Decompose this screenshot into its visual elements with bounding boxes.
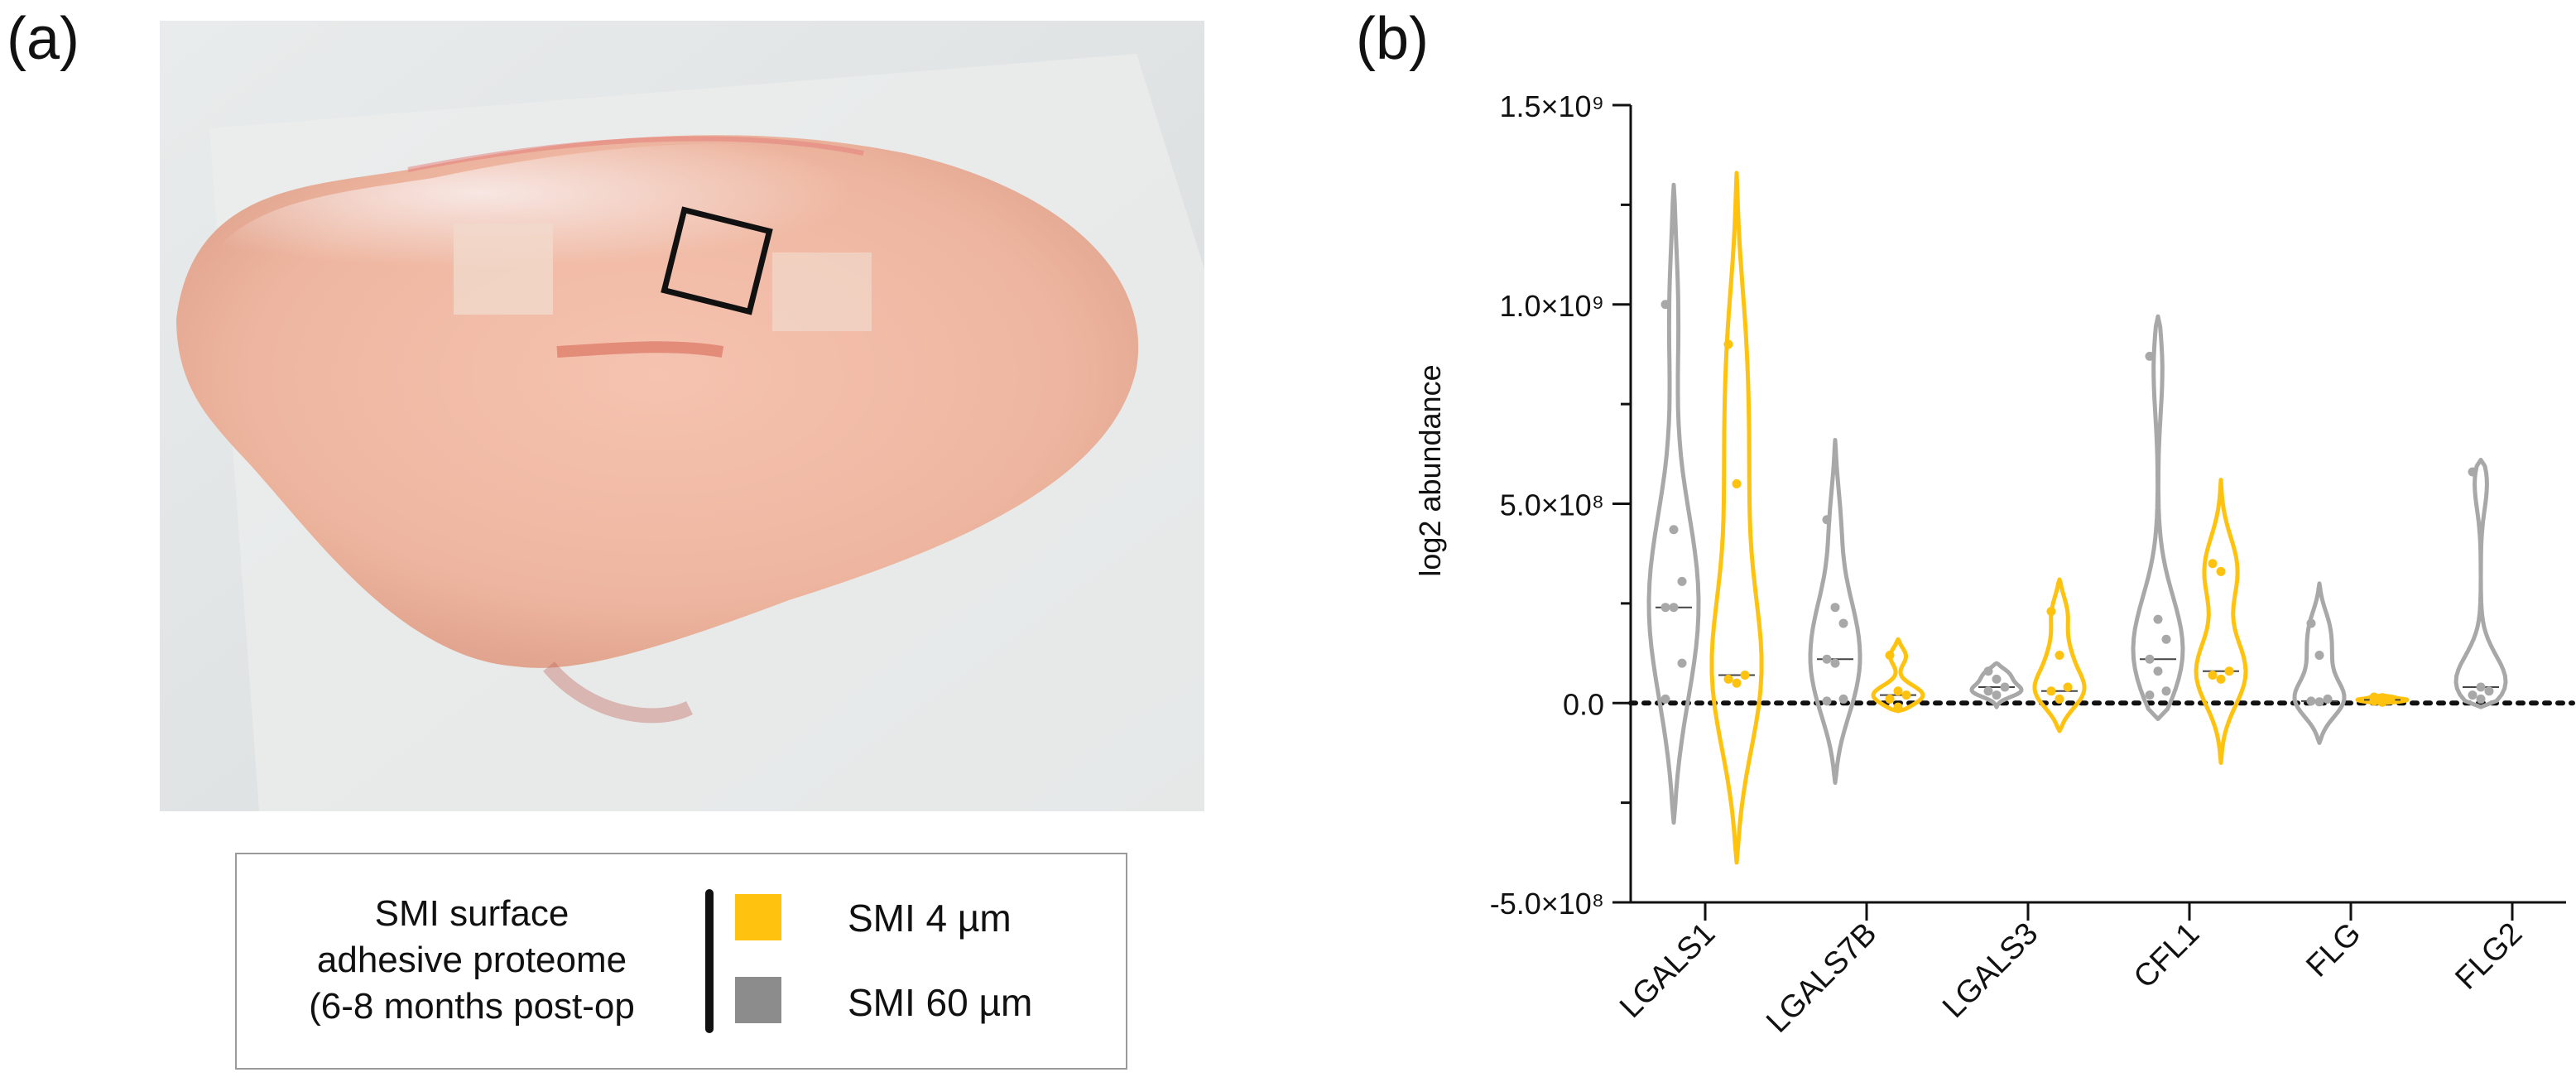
- violin-lgals3-4um: [2032, 577, 2087, 733]
- data-point-lgals1-4um: [1740, 671, 1750, 680]
- data-point-flg-4um: [2386, 695, 2396, 705]
- violin-chart: 1.5×10⁹ 1.0×10⁹ 5.0×10⁸ 0.0 -5.0×10⁸ log2 abu…: [1413, 89, 2575, 1040]
- data-point-cfl1-60um: [2145, 351, 2155, 361]
- violin-lgals1-60um: [1646, 182, 1701, 825]
- data-point-cfl1-4um: [2216, 674, 2226, 684]
- legend-bracket: [705, 889, 714, 1033]
- data-point-cfl1-60um: [2161, 634, 2171, 644]
- data-point-flg2-60um: [2468, 467, 2477, 477]
- data-point-lgals1-60um: [1660, 694, 1670, 704]
- data-point-flg2-60um: [2476, 682, 2486, 692]
- data-point-cfl1-60um: [2145, 690, 2155, 700]
- data-point-lgals7b-4um: [1885, 650, 1895, 660]
- x-tick-label-lgals1: LGALS1: [1613, 916, 1722, 1025]
- data-point-lgals1-60um: [1677, 576, 1687, 586]
- y-tick-label: 5.0×10⁸: [1500, 488, 1604, 522]
- data-point-flg-4um: [2377, 697, 2387, 707]
- data-point-lgals1-60um: [1669, 525, 1679, 535]
- data-point-flg-4um: [2369, 696, 2379, 706]
- data-point-lgals1-60um: [1669, 603, 1679, 613]
- data-point-cfl1-4um: [2224, 666, 2234, 676]
- data-point-flg2-60um: [2476, 694, 2486, 704]
- specimen-photo: [160, 21, 1204, 811]
- data-point-lgals7b-4um: [1885, 694, 1895, 704]
- data-point-lgals3-60um: [1992, 674, 2002, 684]
- data-point-lgals3-4um: [2046, 686, 2056, 696]
- data-point-lgals3-4um: [2055, 694, 2064, 704]
- y-tick-label: 1.0×10⁹: [1499, 289, 1604, 323]
- legend-label-smi-4um: SMI 4 µm: [848, 897, 1012, 940]
- data-point-lgals7b-60um: [1830, 658, 1840, 668]
- data-point-lgals3-60um: [2000, 682, 2010, 692]
- data-point-lgals1-4um: [1732, 678, 1742, 688]
- data-point-cfl1-4um: [2208, 559, 2218, 569]
- data-point-lgals7b-60um: [1822, 696, 1832, 706]
- violin-lgals1-4um: [1709, 171, 1764, 865]
- data-point-cfl1-60um: [2161, 686, 2171, 696]
- x-tick-label-flg: FLG: [2300, 916, 2367, 984]
- y-tick-label: 0.0: [1563, 687, 1604, 721]
- data-point-lgals7b-4um: [1893, 686, 1903, 696]
- data-point-cfl1-4um: [2208, 671, 2218, 680]
- data-point-lgals7b-60um: [1838, 618, 1848, 628]
- data-point-flg-60um: [2306, 618, 2316, 628]
- legend-title-line-2: adhesive proteome: [316, 940, 627, 980]
- violin-cfl1-4um: [2194, 478, 2248, 765]
- data-point-lgals7b-60um: [1822, 654, 1832, 664]
- violin-cfl1-60um: [2131, 314, 2185, 721]
- data-point-lgals1-4um: [1723, 339, 1733, 349]
- violin-lgals3-60um: [1969, 661, 2024, 709]
- data-point-lgals1-4um: [1723, 674, 1733, 684]
- x-tick-label-lgals3: LGALS3: [1936, 916, 2045, 1025]
- x-tick-label-lgals7b: LGALS7B: [1760, 916, 1883, 1040]
- data-point-cfl1-4um: [2216, 566, 2226, 576]
- region-box: [661, 206, 773, 315]
- panel-label-a: (a): [7, 6, 79, 72]
- legend-title-line-3: (6-8 months post-op: [309, 986, 635, 1027]
- y-tick-label: 1.5×10⁹: [1499, 89, 1604, 123]
- violin-lgals7b-60um: [1808, 438, 1862, 785]
- data-point-lgals7b-4um: [1893, 702, 1903, 712]
- violin-flg2-60um: [2453, 458, 2508, 709]
- data-point-lgals7b-60um: [1830, 603, 1840, 613]
- violin-flg-60um: [2292, 581, 2347, 745]
- data-point-flg2-60um: [2484, 686, 2494, 696]
- data-point-lgals3-4um: [2063, 682, 2073, 692]
- data-point-lgals1-4um: [1732, 478, 1742, 488]
- data-point-lgals1-60um: [1660, 603, 1670, 613]
- y-tick-label: -5.0×10⁸: [1490, 887, 1604, 921]
- data-point-lgals3-60um: [1992, 690, 2002, 700]
- data-point-flg2-60um: [2468, 690, 2477, 700]
- data-point-lgals1-60um: [1660, 300, 1670, 310]
- data-point-lgals7b-60um: [1822, 515, 1832, 525]
- data-point-lgals1-60um: [1677, 658, 1687, 668]
- legend-box: SMI surface adhesive proteome (6-8 month…: [235, 853, 1127, 1070]
- y-axis-label: log2 abundance: [1413, 364, 1447, 576]
- data-point-lgals3-60um: [1983, 686, 1993, 696]
- data-point-lgals3-4um: [2055, 650, 2064, 660]
- data-point-lgals3-60um: [1983, 666, 1993, 676]
- data-point-lgals3-4um: [2046, 607, 2056, 617]
- violin-lgals7b-4um: [1871, 637, 1925, 714]
- legend-title-line-1: SMI surface: [374, 893, 570, 934]
- data-point-cfl1-60um: [2153, 666, 2163, 676]
- legend-label-smi-60um: SMI 60 µm: [848, 981, 1033, 1024]
- data-point-lgals7b-4um: [1901, 690, 1911, 700]
- legend-swatch-smi-4um: [735, 894, 781, 940]
- data-point-cfl1-60um: [2145, 654, 2155, 664]
- data-point-flg-60um: [2323, 694, 2333, 704]
- data-point-flg-60um: [2314, 697, 2324, 707]
- data-point-cfl1-60um: [2153, 614, 2163, 624]
- data-point-flg-60um: [2314, 650, 2324, 660]
- panel-label-b: (b): [1356, 6, 1429, 72]
- legend-swatch-smi-60um: [735, 977, 781, 1023]
- data-point-lgals7b-60um: [1838, 694, 1848, 704]
- x-tick-label-flg2: FLG2: [2449, 916, 2529, 997]
- data-point-flg-60um: [2306, 696, 2316, 706]
- x-tick-label-cfl1: CFL1: [2127, 916, 2206, 995]
